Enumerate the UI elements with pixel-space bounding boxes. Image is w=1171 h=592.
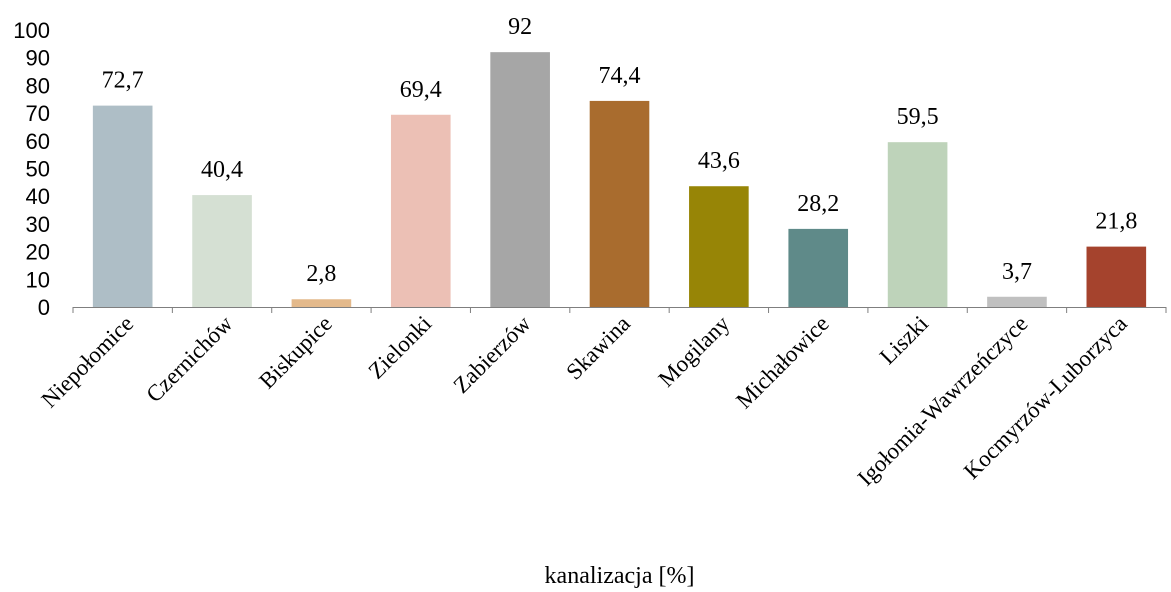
y-tick-label: 50: [26, 157, 50, 182]
data-label: 69,4: [400, 77, 442, 103]
data-label: 28,2: [797, 191, 839, 217]
data-label: 59,5: [897, 104, 939, 130]
y-tick-label: 40: [26, 184, 50, 209]
bar: [490, 52, 550, 307]
category-labels: Niepołomice Czernichów Biskupice Zielonki Za…: [37, 311, 1132, 491]
data-label: 72,7: [102, 68, 144, 94]
data-label: 92: [508, 14, 532, 40]
x-axis-title: kanalizacja [%]: [545, 563, 695, 589]
data-label: 21,8: [1095, 209, 1137, 235]
category-label: Niepołomice: [37, 311, 139, 413]
bar: [291, 299, 352, 307]
y-tick-label: 10: [26, 267, 50, 292]
bar: [390, 114, 451, 308]
data-label: 40,4: [201, 157, 243, 183]
data-label: 74,4: [599, 63, 641, 89]
category-label: Zielonki: [364, 311, 437, 384]
category-label: Igołomia-Wawrzeńczyce: [853, 311, 1033, 491]
bar: [92, 105, 153, 307]
category-label: Skawina: [561, 311, 635, 385]
y-tick-label: 90: [26, 46, 50, 71]
x-axis-ticks: [72, 307, 1167, 313]
y-tick-label: 0: [38, 295, 50, 320]
bar: [1086, 246, 1147, 307]
category-label: Zabierzów: [448, 311, 535, 398]
bar: [192, 195, 252, 307]
y-tick-label: 70: [26, 101, 50, 126]
data-label: 3,7: [1002, 259, 1032, 285]
y-tick-label: 80: [26, 73, 50, 98]
bar: [689, 186, 749, 307]
bar: [589, 100, 650, 307]
y-tick-label: 30: [26, 212, 50, 237]
category-label: Michałowice: [731, 311, 834, 414]
data-label: 43,6: [698, 148, 740, 174]
category-label: Kocmyrzów-Luborzyca: [959, 311, 1132, 484]
bar: [788, 228, 849, 307]
bars: [92, 52, 1147, 308]
y-tick-label: 60: [26, 129, 50, 154]
y-tick-label: 20: [26, 240, 50, 265]
category-label: Liszki: [875, 311, 933, 369]
category-label: Biskupice: [254, 311, 337, 394]
category-label: Mogilany: [653, 311, 734, 392]
bar: [987, 296, 1047, 307]
category-label: Czernichów: [141, 311, 238, 408]
data-labels: 72,7 40,4 2,8 69,4 92 74,4 43,6 28,2 59,5 3,7 21,8: [102, 14, 1138, 287]
y-tick-label: 100: [13, 18, 50, 43]
data-label: 2,8: [306, 261, 336, 287]
bar: [887, 142, 948, 307]
